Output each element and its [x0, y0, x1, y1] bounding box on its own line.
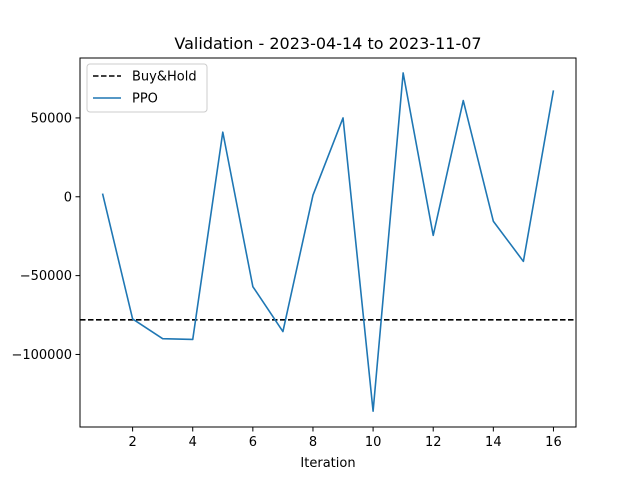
x-tick-label: 6 — [249, 435, 257, 450]
legend: Buy&Hold PPO — [86, 63, 208, 113]
series-lines — [101, 72, 555, 413]
x-tick-label: 16 — [545, 435, 562, 450]
legend-label-buy-hold: Buy&Hold — [132, 70, 197, 85]
y-tick-label: 50000 — [31, 111, 72, 126]
chart-title: Validation - 2023-04-14 to 2023-11-07 — [174, 34, 481, 53]
x-tick-label: 2 — [128, 435, 136, 450]
x-tick-label: 4 — [189, 435, 197, 450]
x-axis-label: Iteration — [300, 456, 355, 471]
y-axis-ticks: 50000 0 −50000 −100000 — [11, 111, 80, 363]
y-tick-label: −50000 — [20, 269, 72, 284]
x-tick-label: 14 — [485, 435, 502, 450]
x-tick-label: 8 — [309, 435, 317, 450]
x-tick-label: 12 — [425, 435, 442, 450]
legend-label-ppo: PPO — [132, 92, 158, 107]
x-axis-ticks: 2 4 6 8 10 12 14 16 — [128, 427, 562, 450]
series-line-ppo — [101, 72, 555, 413]
axes-frame — [79, 57, 577, 428]
x-tick-label: 10 — [365, 435, 382, 450]
y-tick-label: 0 — [64, 190, 72, 205]
y-tick-label: −100000 — [11, 348, 72, 363]
